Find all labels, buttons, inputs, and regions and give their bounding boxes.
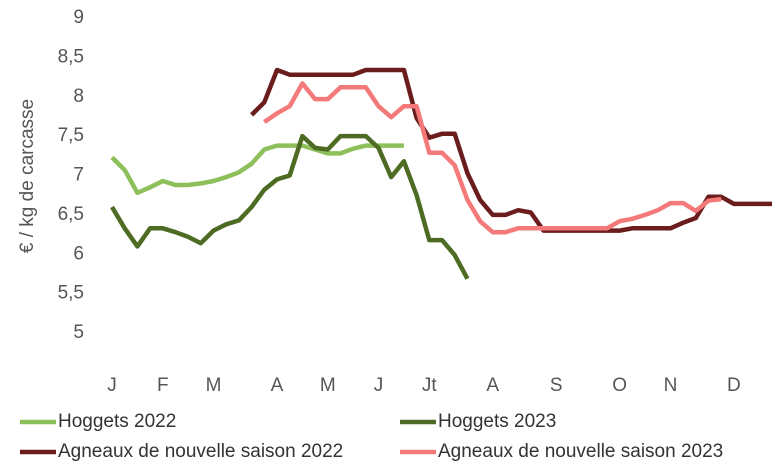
y-tick-label: 8,5 <box>58 46 84 67</box>
series-line <box>250 67 772 233</box>
y-tick-label: 7,5 <box>58 125 84 146</box>
y-axis-label: € / kg de carcasse <box>17 99 38 253</box>
x-tick-label: A <box>271 375 284 396</box>
y-tick-label: 7 <box>73 165 84 186</box>
x-tick-label: M <box>206 375 222 396</box>
legend-label: Hoggets 2022 <box>58 411 176 432</box>
x-tick-label: Jt <box>422 375 438 396</box>
x-tick-label: J <box>107 375 117 396</box>
y-tick-label: 6,5 <box>58 204 84 225</box>
series-line <box>110 143 404 196</box>
y-tick-label: 8 <box>73 86 84 107</box>
legend-label: Hoggets 2023 <box>438 411 556 432</box>
y-tick-label: 5 <box>73 322 84 343</box>
y-tick-label: 6 <box>73 243 84 264</box>
x-tick-label: M <box>320 375 336 396</box>
series-line <box>263 81 722 235</box>
legend-label: Agneaux de nouvelle saison 2022 <box>58 441 343 462</box>
legend-label: Agneaux de nouvelle saison 2023 <box>438 441 723 462</box>
x-tick-label: A <box>486 375 499 396</box>
x-tick-label: S <box>550 375 563 396</box>
y-tick-label: 9 <box>73 7 84 28</box>
x-tick-label: J <box>374 375 384 396</box>
x-tick-label: O <box>612 375 627 396</box>
x-tick-label: N <box>664 375 678 396</box>
y-tick-label: 5,5 <box>58 283 84 304</box>
series-line <box>110 133 470 280</box>
x-tick-label: D <box>727 375 741 396</box>
x-tick-label: F <box>157 375 169 396</box>
